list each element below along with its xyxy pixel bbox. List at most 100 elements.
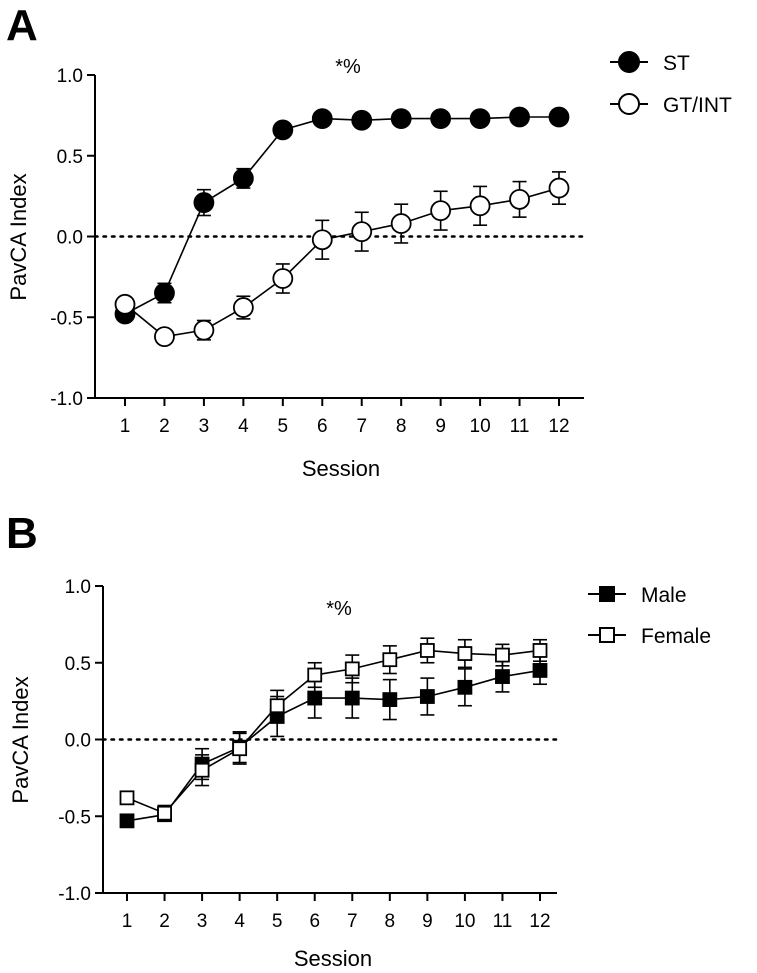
panel-b-x-tick-label: 12 xyxy=(529,911,550,932)
panel-a-x-tick-label: 2 xyxy=(159,416,170,437)
panel-b-x-tick-label: 10 xyxy=(454,911,475,932)
panel-a-x-tick-label: 7 xyxy=(356,416,367,437)
panel-b-series-female-point xyxy=(157,805,172,821)
panel-a-series-gt-int-point xyxy=(430,200,452,222)
panel-b-y-tick-label: -0.5 xyxy=(58,807,91,828)
panel-a-series-gt-int-line xyxy=(124,187,560,338)
panel-a-series-gt-int-point xyxy=(114,293,136,315)
legend-item-female: Female xyxy=(588,625,711,648)
panel-a-legend: ST GT/INT xyxy=(610,51,732,117)
panel-b-series-male-point xyxy=(419,689,435,704)
panel-b-x-tick-label: 6 xyxy=(309,911,320,932)
panel-a-series-gt-int-point xyxy=(351,221,373,243)
panel-b-series-female-point xyxy=(119,790,135,806)
panel-a-series-gt-int-point xyxy=(469,195,491,217)
panel-a-axes: -1.0-0.50.00.51.01 2 3 4 5 6 7 8 9 10 11 12 xyxy=(50,66,586,437)
panel-b-x-tick-label: 1 xyxy=(122,911,133,932)
panel-b-x-tick-label: 5 xyxy=(272,911,283,932)
panel-a-series-st xyxy=(114,106,570,325)
panel-a-series-gt-int-point xyxy=(509,188,530,210)
panel-b-y-tick-label: 0.0 xyxy=(65,731,91,752)
panel-a-x-tick-label: 10 xyxy=(470,416,491,437)
panel-b-series-female-point xyxy=(532,643,548,658)
panel-a-series-st-point xyxy=(390,108,412,130)
panel-a: A *% PavCA Index Session -1.0 -0.5 0.0 0.5 1… xyxy=(6,1,732,481)
panel-a-x-axis-title: Session xyxy=(302,456,380,481)
panel-b-series-female-line xyxy=(126,649,541,815)
panel-a-series-gt-int-point xyxy=(154,326,175,348)
panel-b-y-tick-label: 0.5 xyxy=(65,654,91,675)
legend-st-marker xyxy=(618,51,640,73)
panel-b-series-female-point xyxy=(495,647,510,663)
panel-a-x-tick-label: 5 xyxy=(278,416,289,437)
panel-b-series-male-point xyxy=(307,690,323,706)
panel-a-series-st-point xyxy=(548,106,570,128)
legend-item-male: Male xyxy=(588,584,687,607)
panel-b-x-tick-label: 11 xyxy=(493,911,513,932)
panel-b-series-male xyxy=(119,655,548,829)
panel-a-x-tick-label: 8 xyxy=(396,416,407,437)
panel-a-series-gt-int-point xyxy=(390,213,412,234)
panel-a-series-st-point xyxy=(272,119,294,141)
panel-a-series-st-line xyxy=(124,116,559,315)
panel-b-x-axis-title: Session xyxy=(294,946,372,971)
panel-a-y-tick-label: -0.5 xyxy=(50,308,83,329)
panel-a-series-st-point xyxy=(469,108,491,130)
panel-b-axes: -1.0-0.50.00.51.01 2 3 4 5 6 7 8 9 10 11 12 xyxy=(58,577,559,932)
legend-item-gt-int: GT/INT xyxy=(610,93,732,117)
panel-a-y-axis-title: PavCA Index xyxy=(6,173,31,300)
panel-a-y-tick-label: -1.0 xyxy=(50,389,83,410)
panel-b-series-male-point xyxy=(382,692,398,707)
panel-a-x-tick-label: 12 xyxy=(548,416,569,437)
panel-b-series-male-point xyxy=(344,690,360,706)
panel-a-series-st-point xyxy=(232,167,254,189)
panel-b-letter: B xyxy=(6,509,38,558)
panel-b-series-female-point xyxy=(269,698,285,714)
panel-a-x-tick-label: 4 xyxy=(238,416,249,437)
legend-st-label: ST xyxy=(663,52,690,75)
panel-a-x-tick-label: 11 xyxy=(510,416,530,437)
panel-b-series-female-point xyxy=(232,741,248,757)
panel-a-significance-annotation: *% xyxy=(335,56,361,78)
panel-a-series-gt-int-point xyxy=(272,268,294,289)
panel-b-series-female-point xyxy=(419,643,435,658)
panel-a-y-tick-label: 0.0 xyxy=(57,228,83,249)
panel-a-series-gt-int-point xyxy=(548,177,570,199)
panel-a-series-st-point xyxy=(311,108,333,130)
panel-b-series-female-point xyxy=(382,652,398,668)
panel-a-series-st-point xyxy=(430,108,452,130)
panel-a-series-st-point xyxy=(154,282,175,304)
panel-a-y-tick-label: 0.5 xyxy=(57,147,83,168)
panel-b-series-female-point xyxy=(344,661,360,677)
panel-a-series-st-point xyxy=(509,106,530,128)
panel-b-series-male-point xyxy=(119,813,135,829)
panel-a-x-tick-label: 9 xyxy=(435,416,446,437)
panel-b-x-tick-label: 7 xyxy=(347,911,358,932)
legend-gt-int-marker xyxy=(618,93,640,115)
panel-a-x-tick-label: 6 xyxy=(317,416,328,437)
legend-female-label: Female xyxy=(641,625,711,648)
panel-b-legend: Male Female xyxy=(588,584,711,648)
panel-b-x-tick-label: 9 xyxy=(422,911,433,932)
panel-b-x-tick-label: 3 xyxy=(197,911,208,932)
panel-a-x-tick-label: 1 xyxy=(120,416,131,437)
legend-male-label: Male xyxy=(641,584,687,607)
panel-a-series-gt-int-point xyxy=(311,229,333,251)
panel-b-x-tick-label: 8 xyxy=(385,911,396,932)
panel-b-y-tick-label: -1.0 xyxy=(58,884,91,905)
legend-female-marker xyxy=(599,627,615,643)
panel-a-series-gt-int-point xyxy=(193,319,215,341)
panel-b-y-axis-title: PavCA Index xyxy=(8,676,33,803)
panel-b-series-female-point xyxy=(307,667,323,683)
panel-a-series-gt-int-point xyxy=(232,297,254,318)
panel-a-x-tick-label: 3 xyxy=(199,416,210,437)
panel-b-series-male-point xyxy=(457,679,473,695)
panel-b-series-male-line xyxy=(126,669,541,822)
panel-a-letter: A xyxy=(6,1,38,50)
panel-b-series-male-point xyxy=(495,669,510,684)
panel-b-y-tick-label: 1.0 xyxy=(65,577,91,598)
legend-item-st: ST xyxy=(610,51,690,75)
panel-b-series-male-point xyxy=(532,663,548,678)
panel-b: B *% PavCA Index Session -1.0 -0.5 0.0 0.5 1… xyxy=(6,509,711,971)
